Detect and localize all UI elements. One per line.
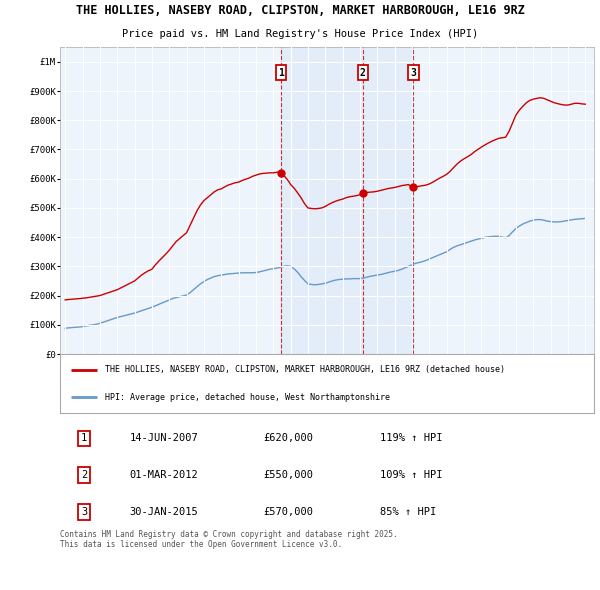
- Text: 1: 1: [81, 434, 87, 444]
- Text: 2: 2: [360, 68, 366, 78]
- Text: 30-JAN-2015: 30-JAN-2015: [130, 507, 198, 517]
- Text: THE HOLLIES, NASEBY ROAD, CLIPSTON, MARKET HARBOROUGH, LE16 9RZ: THE HOLLIES, NASEBY ROAD, CLIPSTON, MARK…: [76, 4, 524, 17]
- Text: 3: 3: [410, 68, 416, 78]
- Text: Price paid vs. HM Land Registry's House Price Index (HPI): Price paid vs. HM Land Registry's House …: [122, 29, 478, 39]
- Text: 119% ↑ HPI: 119% ↑ HPI: [380, 434, 443, 444]
- Text: Contains HM Land Registry data © Crown copyright and database right 2025.
This d: Contains HM Land Registry data © Crown c…: [60, 530, 398, 549]
- Text: £570,000: £570,000: [263, 507, 313, 517]
- Text: £550,000: £550,000: [263, 470, 313, 480]
- Bar: [281, 47, 413, 354]
- Text: 85% ↑ HPI: 85% ↑ HPI: [380, 507, 437, 517]
- Text: 109% ↑ HPI: 109% ↑ HPI: [380, 470, 443, 480]
- Text: 01-MAR-2012: 01-MAR-2012: [130, 470, 198, 480]
- Text: THE HOLLIES, NASEBY ROAD, CLIPSTON, MARKET HARBOROUGH, LE16 9RZ (detached house): THE HOLLIES, NASEBY ROAD, CLIPSTON, MARK…: [106, 365, 505, 375]
- Text: HPI: Average price, detached house, West Northamptonshire: HPI: Average price, detached house, West…: [106, 392, 391, 402]
- Text: £620,000: £620,000: [263, 434, 313, 444]
- Text: 14-JUN-2007: 14-JUN-2007: [130, 434, 198, 444]
- Text: 2: 2: [81, 470, 87, 480]
- Text: 1: 1: [278, 68, 284, 78]
- Text: 3: 3: [81, 507, 87, 517]
